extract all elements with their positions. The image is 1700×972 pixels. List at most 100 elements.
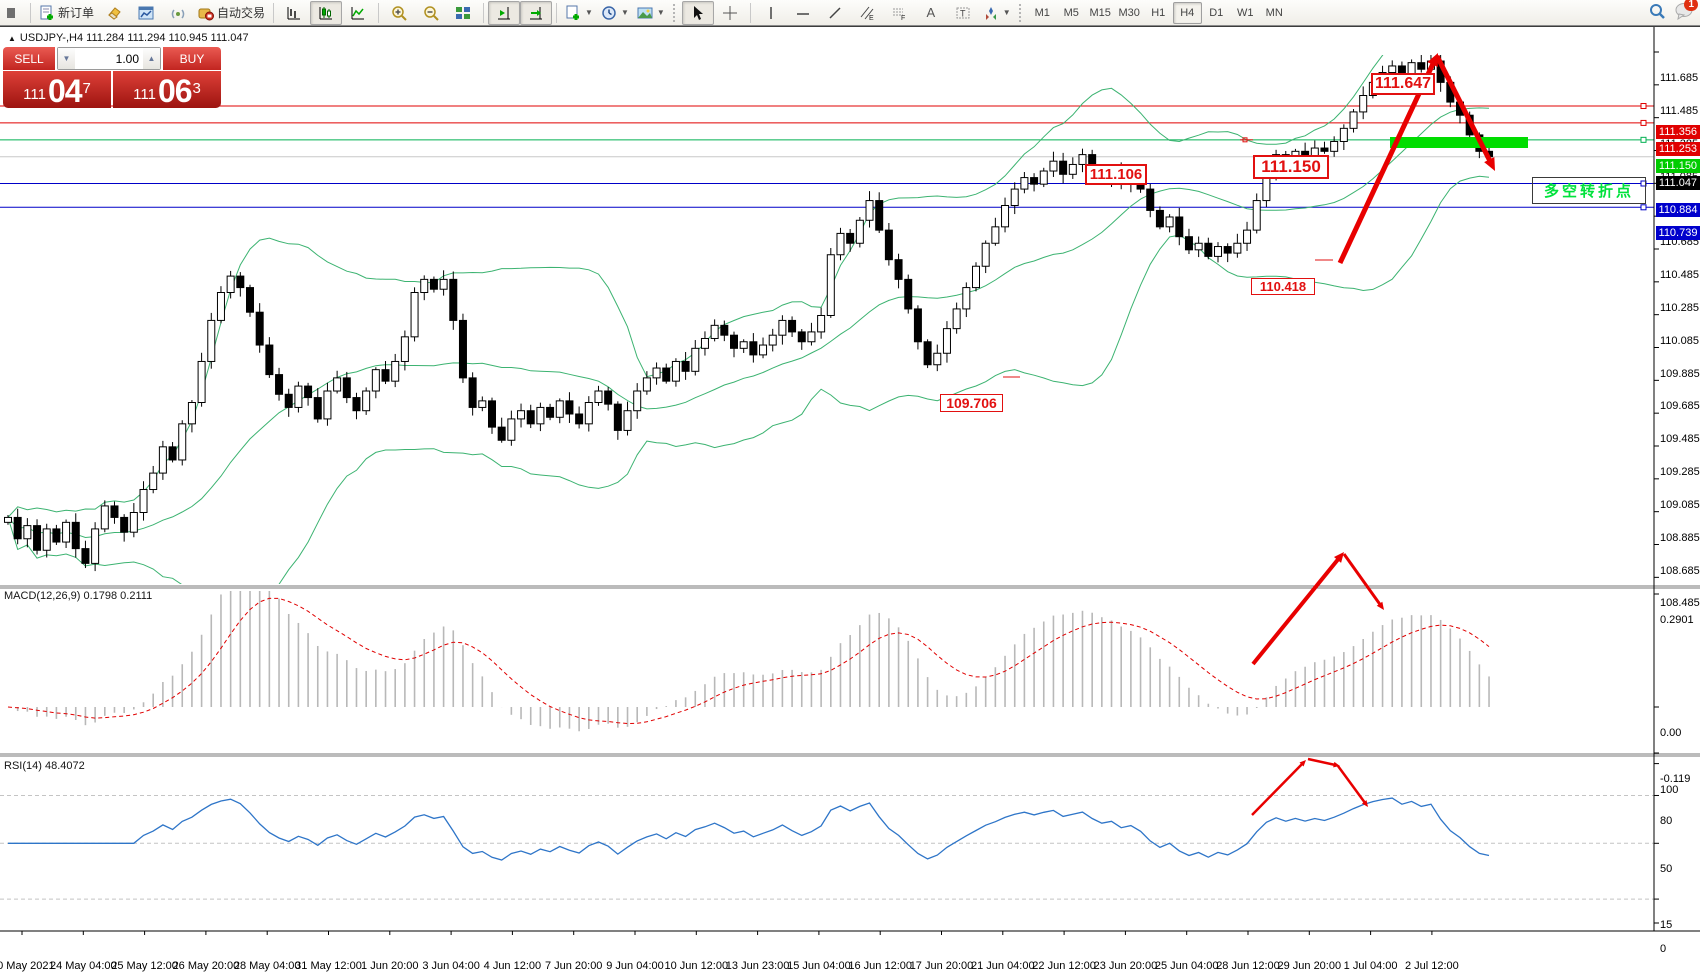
annotation-price-label[interactable]: 111.647 xyxy=(1371,73,1435,95)
tab-timeframe-m5[interactable]: M5 xyxy=(1063,6,1079,19)
search-button[interactable] xyxy=(1648,2,1666,25)
rsi-label: RSI(14) 48.4072 xyxy=(4,760,85,772)
price-tag: 111.047 xyxy=(1656,175,1700,190)
eraser-button[interactable] xyxy=(98,1,130,25)
time-axis-label: 22 Jun 12:00 xyxy=(1032,960,1096,972)
chart-symbol-title: ▲ USDJPY-,H4 111.284 111.294 110.945 111.… xyxy=(8,32,249,44)
annotation-price-label[interactable]: 111.150 xyxy=(1253,155,1329,179)
zoom-out-button[interactable] xyxy=(415,1,447,25)
time-axis-label: 9 Jun 04:00 xyxy=(606,960,664,972)
time-axis-label: 16 Jun 12:00 xyxy=(848,960,912,972)
eraser-icon xyxy=(108,6,121,20)
tile-windows-button[interactable] xyxy=(447,1,479,25)
template-image-icon xyxy=(637,7,653,18)
price-tag: 111.253 xyxy=(1656,141,1700,156)
auto-trading-icon xyxy=(198,8,215,20)
cursor-icon xyxy=(693,5,703,20)
auto-trading-button[interactable]: 自动交易 xyxy=(194,1,269,25)
fibonacci-button[interactable]: F xyxy=(883,1,915,25)
trendline-icon xyxy=(829,6,841,19)
tab-timeframe-mn[interactable]: MN xyxy=(1265,6,1283,19)
time-axis-label: 21 Jun 04:00 xyxy=(970,960,1035,972)
volume-decrease-button[interactable]: ▼ xyxy=(58,48,75,69)
crosshair-button[interactable] xyxy=(714,1,746,25)
price-axis-tick: 110.085 xyxy=(1660,334,1699,347)
annotation-note[interactable]: 多空转折点 xyxy=(1532,177,1646,204)
buy-button[interactable]: BUY xyxy=(163,47,221,70)
chart-canvas[interactable] xyxy=(0,27,1700,946)
annotation-price-label[interactable]: 109.706 xyxy=(940,394,1003,412)
line-chart-button[interactable] xyxy=(342,1,374,25)
chart-window-button[interactable] xyxy=(130,1,162,25)
tab-timeframe-h4[interactable]: H4 xyxy=(1172,1,1202,24)
text-button[interactable]: A xyxy=(926,5,936,20)
macd-axis-tick: 0.00 xyxy=(1660,727,1682,739)
tab-timeframe-d1[interactable]: D1 xyxy=(1209,6,1224,19)
indicator-add-icon xyxy=(566,5,580,20)
app-icon[interactable] xyxy=(2,1,26,25)
macd-axis-tick: 0.2901 xyxy=(1660,614,1694,626)
chart-window-icon xyxy=(138,6,154,19)
price-axis-tick: 109.885 xyxy=(1660,367,1700,380)
rsi-axis-tick: 15 xyxy=(1660,919,1673,932)
templates-button[interactable]: ▼ xyxy=(633,1,669,25)
text-label-button[interactable]: T xyxy=(947,1,979,25)
signal-button[interactable] xyxy=(162,1,194,25)
volume-increase-button[interactable]: ▲ xyxy=(143,48,160,69)
volume-stepper: ▼ ▲ xyxy=(57,47,161,70)
channel-icon: E xyxy=(860,6,874,21)
time-axis-label: 1 Jun 20:00 xyxy=(361,960,419,972)
sell-price[interactable]: 111 04 7 xyxy=(3,71,111,108)
price-axis-tick: 108.685 xyxy=(1660,564,1700,577)
price-axis-tick: 109.085 xyxy=(1660,498,1700,511)
zoom-in-button[interactable] xyxy=(383,1,415,25)
hline-button[interactable] xyxy=(787,1,819,25)
price-tag: 110.739 xyxy=(1656,226,1700,241)
tab-timeframe-m1[interactable]: M1 xyxy=(1034,6,1050,19)
collapse-triangle-icon[interactable]: ▲ xyxy=(8,34,16,43)
periods-button[interactable]: ▼ xyxy=(597,1,633,25)
vertical-line-icon xyxy=(770,6,772,19)
new-order-label: 新订单 xyxy=(58,6,95,20)
toolbar: 新订单 自动交易 xyxy=(0,0,1700,26)
sell-button[interactable]: SELL xyxy=(3,47,55,70)
notifications-button[interactable]: 1 xyxy=(1674,0,1698,25)
time-axis-label: 15 Jun 04:00 xyxy=(787,960,851,972)
shapes-button[interactable]: ▼ xyxy=(979,1,1015,25)
auto-scroll-button[interactable] xyxy=(520,0,553,25)
tab-timeframe-m15[interactable]: M15 xyxy=(1089,6,1111,19)
price-axis-tick: 109.685 xyxy=(1660,400,1700,413)
price-axis-tick: 109.285 xyxy=(1660,466,1700,478)
svg-text:F: F xyxy=(901,15,905,21)
time-axis-label: 24 May 04:00 xyxy=(49,960,117,972)
new-order-button[interactable]: 新订单 xyxy=(35,1,98,25)
trendline-button[interactable] xyxy=(819,1,851,25)
volume-input[interactable] xyxy=(75,48,143,69)
notification-badge: 1 xyxy=(1684,0,1698,11)
annotation-price-label[interactable]: 110.418 xyxy=(1251,278,1315,295)
price-axis-tick: 111.485 xyxy=(1660,104,1699,117)
tab-timeframe-w1[interactable]: W1 xyxy=(1236,6,1254,19)
cursor-button[interactable] xyxy=(681,0,714,25)
macd-axis-tick: -0.119 xyxy=(1660,773,1691,785)
time-axis-label: 10 Jun 12:00 xyxy=(664,960,729,972)
time-axis-label: 3 Jun 04:00 xyxy=(422,960,480,972)
annotation-price-label[interactable]: 111.106 xyxy=(1085,164,1147,185)
time-axis-label: 7 Jun 20:00 xyxy=(544,960,603,972)
time-axis-label: 29 Jun 20:00 xyxy=(1277,960,1342,972)
tab-timeframe-m30[interactable]: M30 xyxy=(1118,6,1140,19)
buy-price[interactable]: 111 06 3 xyxy=(113,71,221,108)
tile-windows-icon xyxy=(456,6,471,19)
rsi-axis-tick: 50 xyxy=(1660,863,1673,876)
indicators-button[interactable]: ▼ xyxy=(561,1,597,25)
candlestick-chart-button[interactable] xyxy=(310,0,343,25)
price-axis-tick: 108.885 xyxy=(1660,531,1700,544)
time-axis-label: 20 May 2021 xyxy=(0,960,55,972)
bar-chart-button[interactable] xyxy=(278,1,310,25)
tab-timeframe-h1[interactable]: H1 xyxy=(1151,6,1166,19)
price-tag: 111.356 xyxy=(1656,125,1700,139)
vline-button[interactable] xyxy=(755,1,787,25)
channel-button[interactable]: E xyxy=(851,1,883,25)
chart-shift-button[interactable] xyxy=(488,0,521,25)
